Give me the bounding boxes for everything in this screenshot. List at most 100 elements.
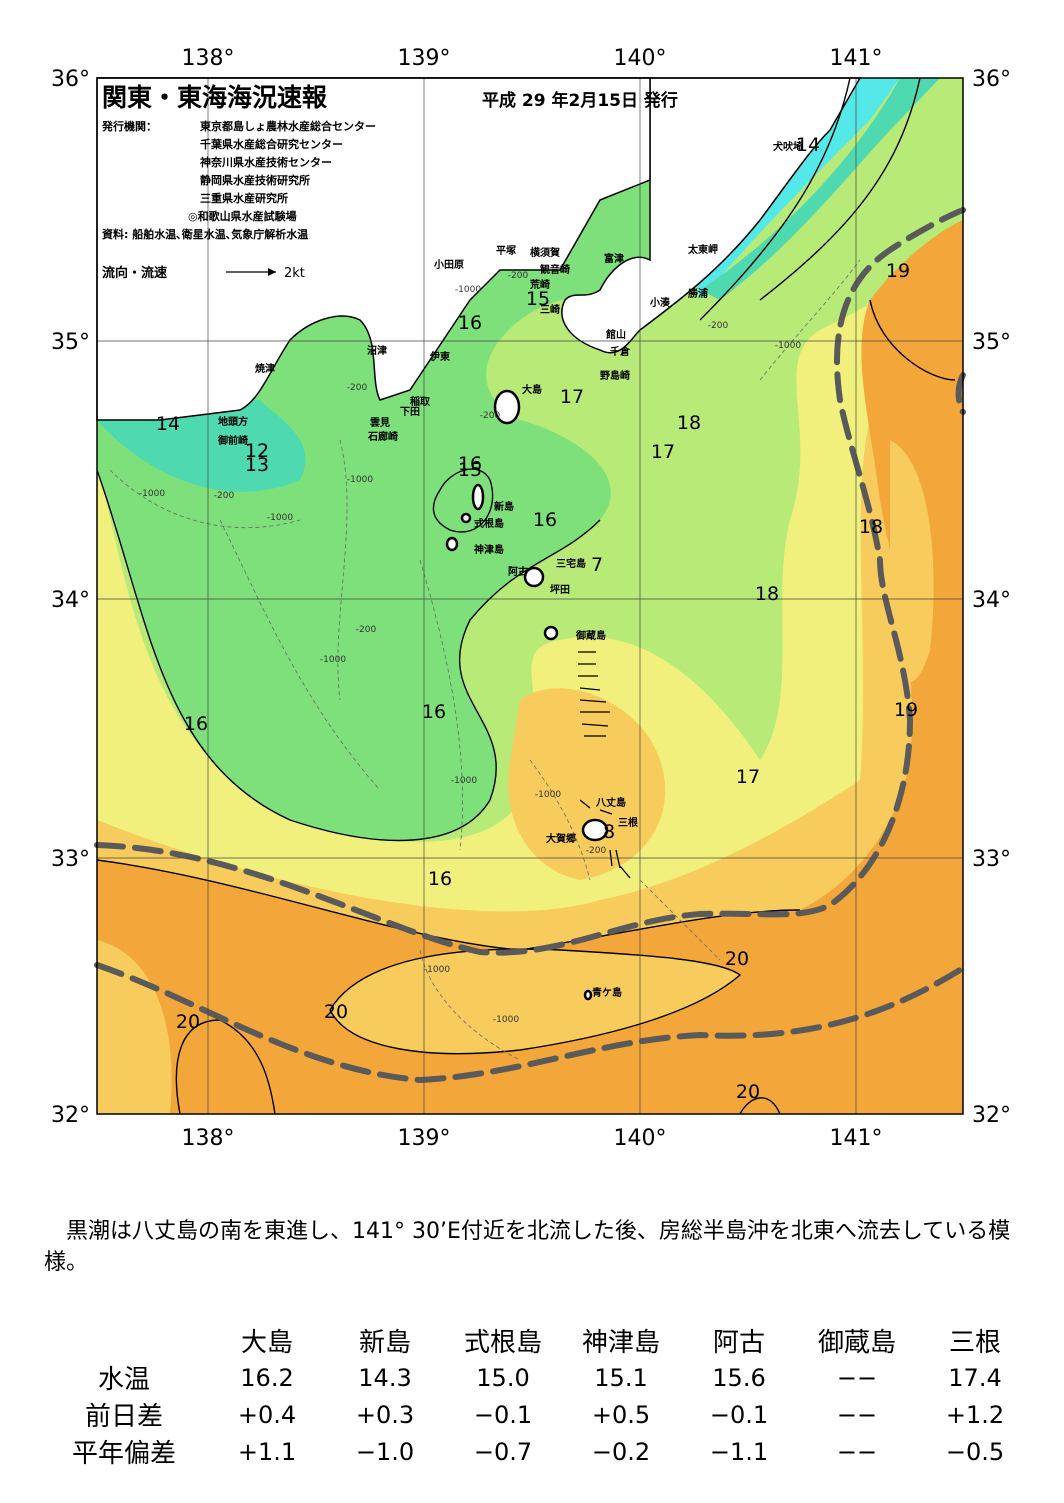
place-name: 小田原 bbox=[433, 258, 464, 271]
summary-text: 黒潮は八丈島の南を東進し、141° 30’E付近を北流した後、房総半島沖を北東へ… bbox=[44, 1219, 1011, 1275]
land bbox=[96, 77, 862, 421]
isotherm-label: 15 bbox=[458, 459, 482, 481]
table-cell: −0.2 bbox=[591, 1437, 651, 1466]
publisher: 三重県水産研究所 bbox=[200, 191, 288, 205]
place-name: 御前崎 bbox=[217, 434, 248, 447]
isotherm-label: 7 bbox=[591, 554, 603, 576]
publisher: 神奈川県水産技術センター bbox=[200, 155, 332, 169]
table-row: 前日差 +0.4 +0.3 −0.1 +0.5 −0.1 −− +1.2 bbox=[40, 1396, 1034, 1433]
islands bbox=[445, 389, 609, 1001]
place-name: 沼津 bbox=[367, 344, 387, 357]
lat-label: 32° bbox=[51, 1103, 90, 1128]
isotherm-label: 18 bbox=[859, 516, 883, 538]
place-name: 平塚 bbox=[496, 244, 516, 257]
table-cell: +1.2 bbox=[945, 1400, 1005, 1429]
isotherm-label: 16 bbox=[533, 509, 557, 531]
place-name: 稲取 bbox=[410, 395, 431, 408]
table-cell: −− bbox=[836, 1363, 878, 1392]
table-cell: 15.1 bbox=[594, 1363, 648, 1392]
isotherm-label: 20 bbox=[736, 1081, 760, 1103]
publisher: 静岡県水産技術研究所 bbox=[200, 173, 310, 187]
lon-label: 141° bbox=[830, 46, 883, 71]
place-name: 御蔵島 bbox=[575, 629, 606, 642]
isotherm-label: 17 bbox=[651, 441, 675, 463]
table-cell: −− bbox=[836, 1437, 878, 1466]
isotherm-label: 8 bbox=[603, 821, 615, 843]
lat-label: 32° bbox=[972, 1103, 1011, 1128]
column-header: 式根島 bbox=[463, 1328, 542, 1358]
lat-label: 36° bbox=[51, 67, 90, 92]
depth-contours bbox=[109, 259, 861, 1061]
place-name: 阿古 bbox=[508, 565, 528, 578]
table-cell: 16.2 bbox=[240, 1363, 294, 1392]
row-header: 前日差 bbox=[84, 1402, 163, 1432]
flow-legend-value: 2kt bbox=[284, 266, 305, 281]
table-corner bbox=[40, 1322, 208, 1359]
place-name: 式根島 bbox=[474, 517, 504, 530]
depth-label: -1000 bbox=[267, 513, 293, 523]
depth-labels: -200 -1000 -200 -1000 -200 -1000 -200 -1… bbox=[139, 271, 801, 1025]
depth-label: -200 bbox=[508, 271, 529, 281]
isotherm-label: 16 bbox=[458, 312, 482, 334]
table-cell: 17.4 bbox=[948, 1363, 1002, 1392]
column-header: 新島 bbox=[358, 1328, 411, 1358]
isotherm-label: 16 bbox=[458, 453, 482, 475]
depth-label: -1000 bbox=[424, 965, 450, 975]
flow-legend-arrow-head bbox=[268, 268, 276, 276]
table-cell: −0.7 bbox=[473, 1437, 533, 1466]
depth-label: -200 bbox=[480, 411, 501, 421]
isotherm-label: 19 bbox=[894, 699, 918, 721]
isotherm-label: 16 bbox=[428, 868, 452, 890]
lon-label: 139° bbox=[398, 1126, 451, 1151]
place-name: 石廊崎 bbox=[367, 430, 398, 443]
column-header: 御蔵島 bbox=[817, 1328, 896, 1358]
isotherm-contours bbox=[97, 78, 956, 1114]
depth-label: -1000 bbox=[320, 655, 346, 665]
column-header: 大島 bbox=[240, 1328, 293, 1358]
sea-temperature-map: 138° 139° 140° 141° 138° 139° 140° 141° … bbox=[51, 46, 1011, 1151]
issue-date: 平成 29 年2月15日 発行 bbox=[482, 90, 678, 111]
table-cell: 15.6 bbox=[712, 1363, 766, 1392]
depth-label: -1000 bbox=[775, 341, 801, 351]
depth-label: -1000 bbox=[535, 790, 561, 800]
map-header: 関東・東海海況速報 平成 29 年2月15日 発行 発行機関： 東京都島しょ農林… bbox=[101, 83, 678, 281]
depth-label: -200 bbox=[214, 491, 235, 501]
table-header-row: 大島 新島 式根島 神津島 阿古 御蔵島 三根 bbox=[40, 1322, 1034, 1359]
place-name: 富津 bbox=[604, 252, 624, 265]
flow-legend-label: 流向・流速 bbox=[102, 265, 167, 281]
lat-label: 33° bbox=[972, 847, 1011, 872]
place-name: 小湊 bbox=[649, 296, 671, 309]
lat-label: 34° bbox=[972, 588, 1011, 613]
place-name: 新島 bbox=[494, 500, 514, 513]
isotherm-label: 14 bbox=[156, 413, 180, 435]
place-name: 太東岬 bbox=[687, 243, 718, 256]
lon-label: 138° bbox=[182, 46, 235, 71]
isotherm-label: 16 bbox=[184, 713, 208, 735]
place-name: 野島崎 bbox=[600, 369, 630, 382]
map-title: 関東・東海海況速報 bbox=[102, 83, 328, 112]
place-name: 伊東 bbox=[429, 350, 450, 363]
isotherm-label: 12 bbox=[245, 440, 269, 462]
lon-label: 140° bbox=[614, 1126, 667, 1151]
depth-label: -1000 bbox=[347, 475, 373, 485]
lat-label: 34° bbox=[51, 588, 90, 613]
place-name: 館山 bbox=[605, 328, 626, 341]
table-cell: +1.1 bbox=[237, 1437, 297, 1466]
place-name: 下田 bbox=[400, 406, 420, 418]
table-cell: +0.4 bbox=[237, 1400, 297, 1429]
place-name: 勝浦 bbox=[688, 287, 708, 300]
table-cell: −0.1 bbox=[473, 1400, 533, 1429]
place-name: 荒崎 bbox=[529, 278, 550, 291]
isotherm-label: 18 bbox=[677, 412, 701, 434]
depth-label: -1000 bbox=[455, 285, 481, 295]
lon-label: 141° bbox=[830, 1126, 883, 1151]
place-name: 坪田 bbox=[550, 583, 570, 596]
publisher: 千葉県水産総合研究センター bbox=[200, 137, 343, 151]
lat-labels-left: 36° 35° 34° 33° 32° bbox=[51, 67, 90, 1128]
place-name: 千倉 bbox=[610, 345, 631, 358]
depth-label: -1000 bbox=[139, 489, 165, 499]
place-name: 大島 bbox=[522, 383, 542, 396]
place-names: 犬吠埼 太東岬 勝浦 小湊 富津 横須賀 観音崎 平塚 荒崎 三崎 小田原 館山… bbox=[217, 140, 803, 999]
place-name: 神津島 bbox=[474, 543, 504, 556]
grid bbox=[97, 78, 963, 1114]
